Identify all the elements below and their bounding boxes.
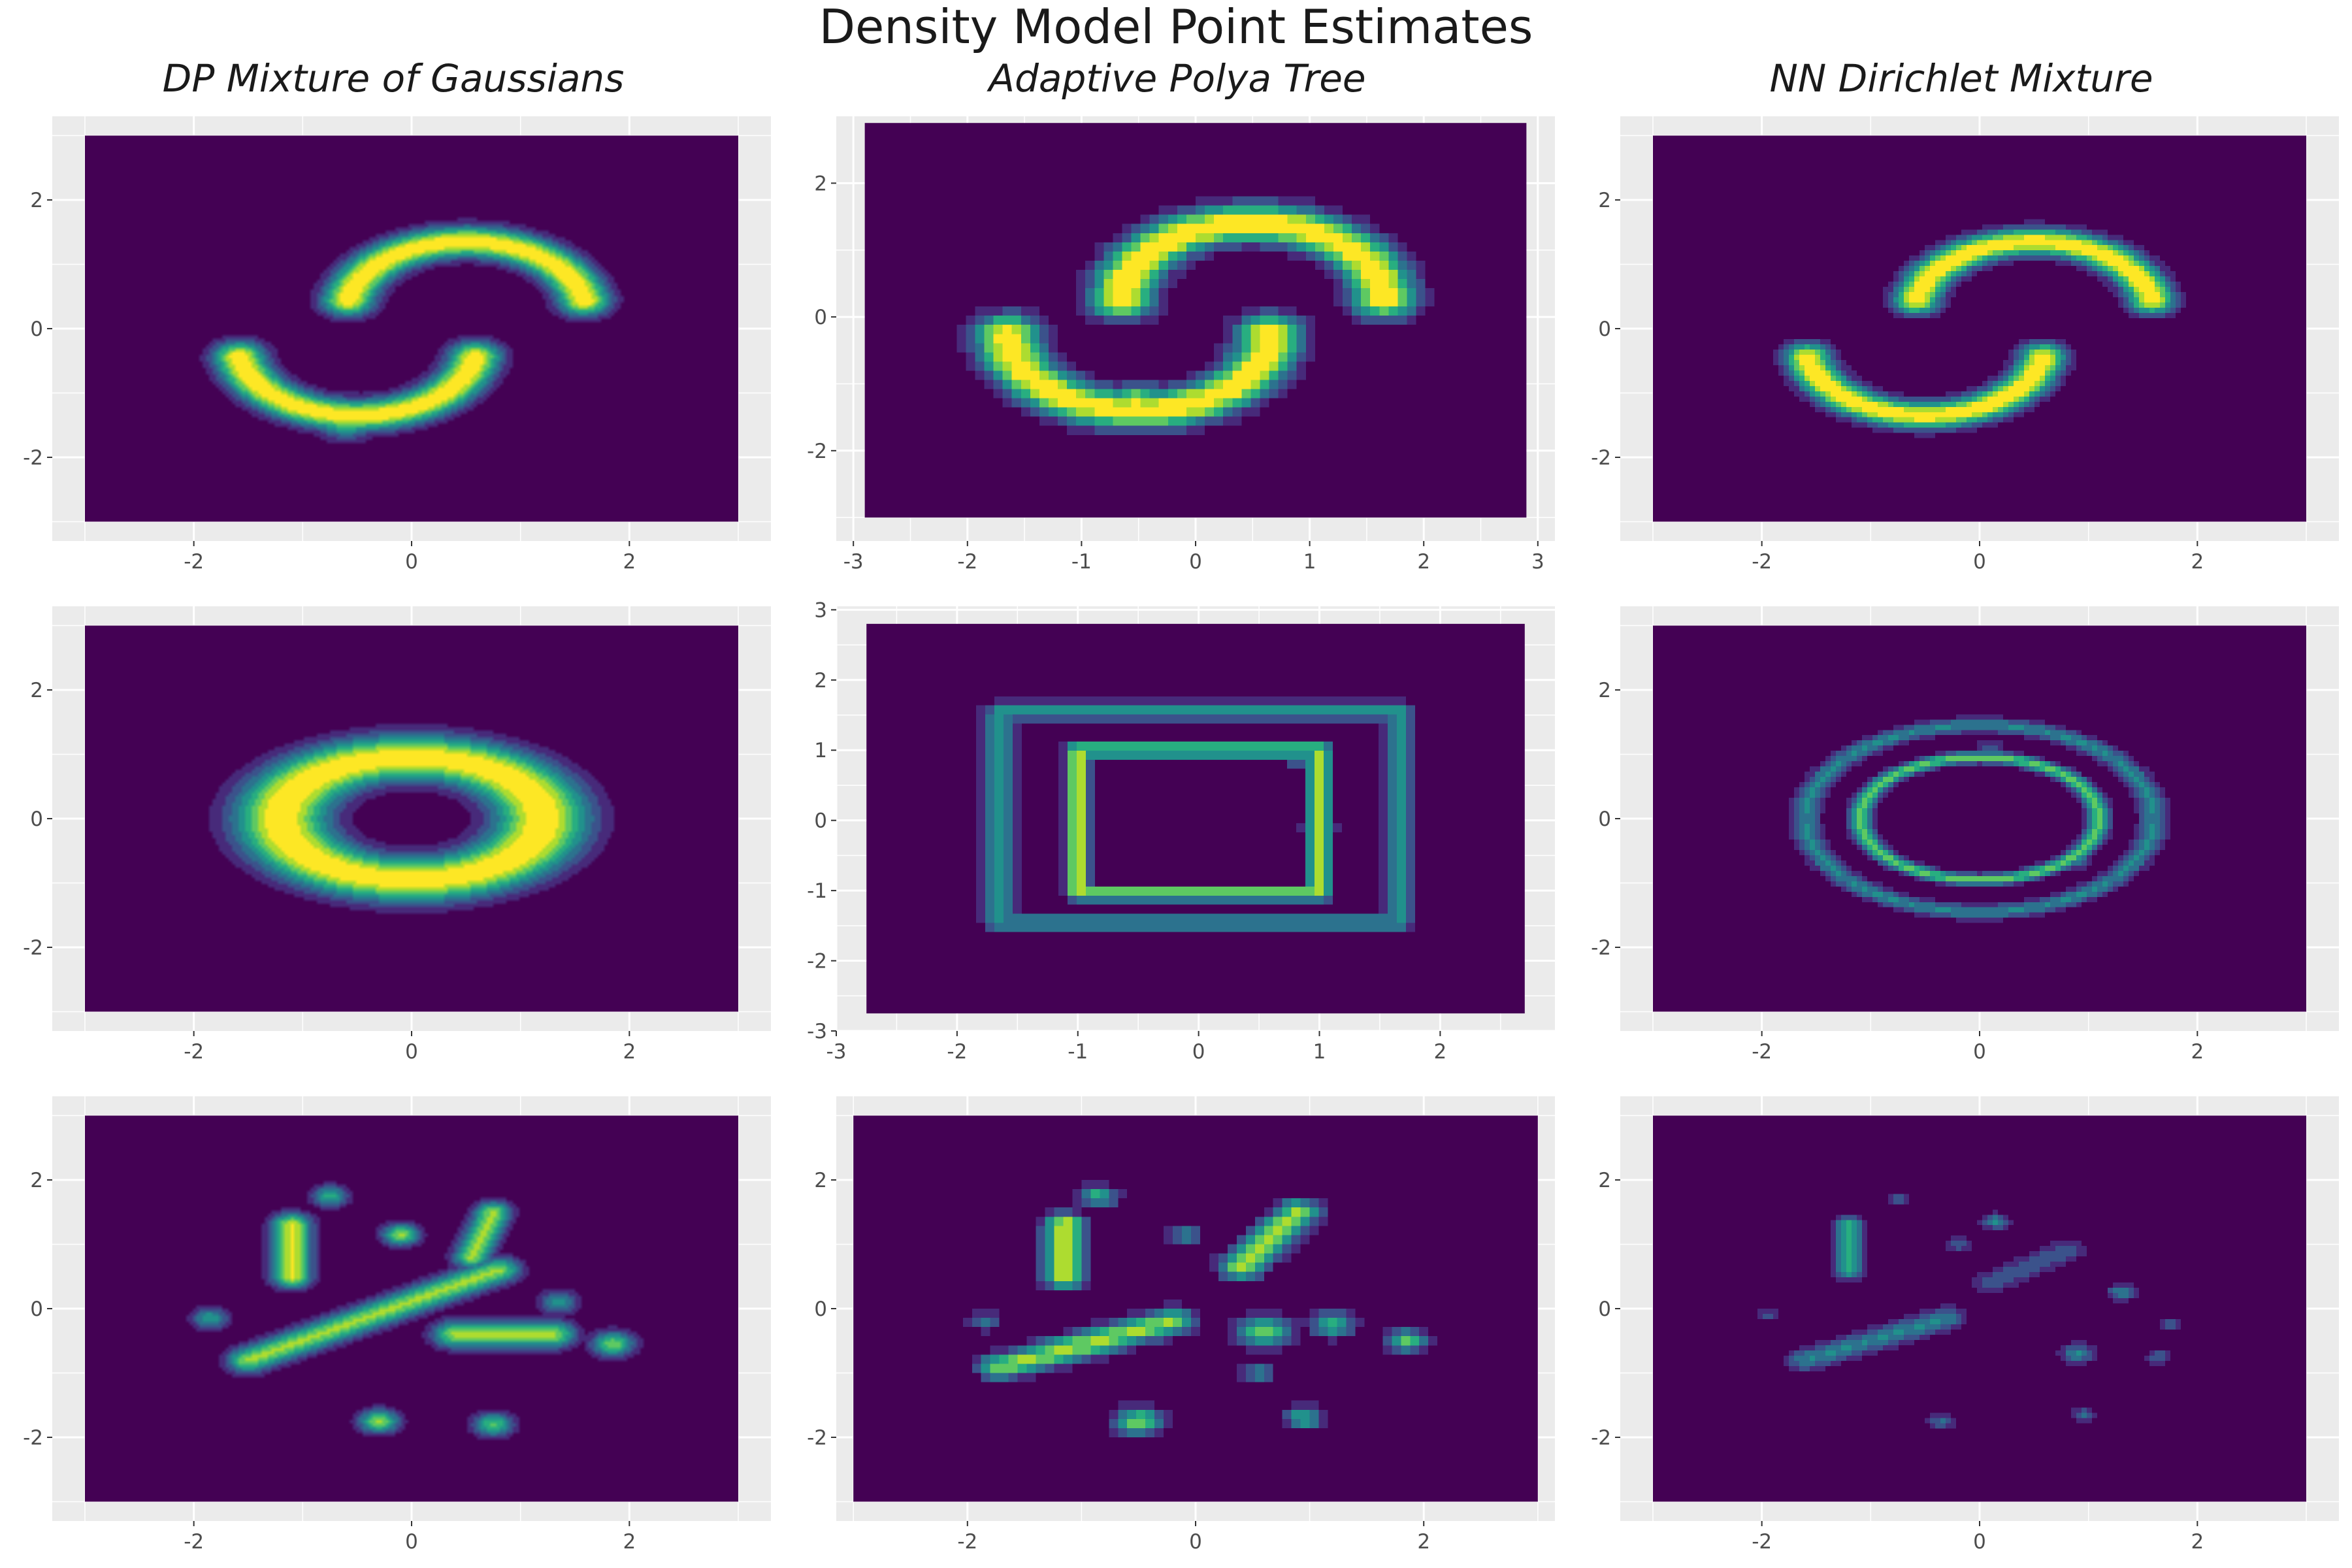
y-tick-label: 0 — [1598, 318, 1611, 341]
y-tick-label: 2 — [30, 1169, 43, 1192]
x-tick-label: -1 — [1068, 1040, 1088, 1064]
x-tick-label: -2 — [957, 1530, 977, 1554]
y-tick-label: 2 — [1598, 189, 1611, 212]
y-tick-label: 0 — [30, 1298, 43, 1321]
y-tick-label: -1 — [807, 879, 827, 903]
axis-ticks: -2 0 2 -2 0 2 — [1591, 1169, 2204, 1554]
density-fill — [853, 1115, 1538, 1502]
x-tick-label: 0 — [1192, 1040, 1205, 1064]
y-tick-label: 0 — [1598, 808, 1611, 831]
density-fill — [866, 623, 1525, 1014]
column-title-dp-mixture: DP Mixture of Gaussians — [163, 56, 625, 101]
x-tick-label: 1 — [1303, 550, 1316, 574]
y-tick-label: -2 — [807, 1426, 827, 1450]
x-tick-label: 0 — [405, 1530, 418, 1554]
axis-ticks: -2 0 2 -2 0 2 — [23, 679, 636, 1064]
density-fill — [1653, 1115, 2306, 1502]
figure-title: Density Model Point Estimates — [819, 0, 1533, 54]
x-tick-label: 2 — [1417, 550, 1430, 574]
axis-ticks: -3 -2 -1 0 1 2 3 -2 0 2 — [807, 172, 1544, 574]
x-tick-label: 0 — [1973, 550, 1986, 574]
axis-ticks: -2 0 2 -2 0 2 — [23, 189, 636, 574]
density-fill — [85, 1115, 738, 1502]
x-tick-label: 2 — [623, 1530, 636, 1554]
x-tick-label: -2 — [184, 1530, 204, 1554]
y-tick-label: 2 — [814, 669, 827, 693]
y-tick-label: 2 — [30, 189, 43, 212]
x-tick-label: 2 — [2191, 550, 2204, 574]
y-tick-label: -2 — [807, 440, 827, 463]
density-fill — [1653, 135, 2306, 522]
panel-dp-mixture-of-gaussians-two-moons: -2 0 2 -2 0 2 — [23, 116, 771, 574]
panel-nn-dirichlet-mixture-concentric-rings: -2 0 2 -2 0 2 — [1591, 606, 2339, 1064]
x-tick-label: -2 — [184, 550, 204, 574]
x-tick-label: -3 — [826, 1040, 847, 1064]
y-tick-label: 2 — [30, 679, 43, 702]
y-tick-label: 2 — [1598, 679, 1611, 702]
x-tick-label: 0 — [405, 550, 418, 574]
axis-ticks: -2 0 2 -2 0 2 — [807, 1169, 1430, 1554]
density-fill — [864, 123, 1527, 518]
x-tick-label: 0 — [1973, 1040, 1986, 1064]
y-tick-label: 1 — [814, 739, 827, 762]
y-tick-label: 0 — [814, 1298, 827, 1321]
x-tick-label: -2 — [1752, 550, 1772, 574]
y-tick-label: -2 — [1591, 446, 1611, 470]
y-tick-label: 0 — [814, 306, 827, 329]
x-tick-label: -2 — [947, 1040, 967, 1064]
y-tick-label: 0 — [1598, 1298, 1611, 1321]
y-tick-label: 0 — [814, 809, 827, 833]
y-tick-label: -2 — [23, 936, 43, 960]
x-tick-label: -2 — [184, 1040, 204, 1064]
x-tick-label: 0 — [1973, 1530, 1986, 1554]
column-title-nn-dirichlet: NN Dirichlet Mixture — [1769, 56, 2153, 101]
column-title-polya-tree: Adaptive Polya Tree — [986, 56, 1365, 101]
axis-ticks: -3 -2 -1 0 1 2 -3 -2 -1 0 1 2 3 — [807, 598, 1446, 1064]
density-fill — [85, 625, 738, 1012]
x-tick-label: 2 — [2191, 1040, 2204, 1064]
x-tick-label: 2 — [1434, 1040, 1447, 1064]
x-tick-label: -2 — [1752, 1040, 1772, 1064]
x-tick-label: 1 — [1313, 1040, 1326, 1064]
panel-grid: -2 0 2-202-3 -2 -1 0 1 2 3-202-2 0 2-202-2 0 2-202-3… — [23, 116, 2339, 1554]
axis-ticks: -2 0 2 -2 0 2 — [23, 1169, 636, 1554]
y-tick-label: 2 — [1598, 1169, 1611, 1192]
x-tick-label: 2 — [623, 1040, 636, 1064]
y-tick-label: 0 — [30, 808, 43, 831]
x-tick-label: 2 — [2191, 1530, 2204, 1554]
density-fill — [1653, 625, 2306, 1012]
y-tick-label: -2 — [23, 1426, 43, 1450]
y-tick-label: 2 — [814, 172, 827, 195]
x-tick-label: 0 — [1189, 1530, 1202, 1554]
y-tick-label: -2 — [23, 446, 43, 470]
x-tick-label: 0 — [405, 1040, 418, 1064]
panel-adaptive-polya-tree-scattered-clusters: -2 0 2 -2 0 2 — [807, 1096, 1555, 1554]
y-tick-label: 2 — [814, 1169, 827, 1192]
x-tick-label: 2 — [1417, 1530, 1430, 1554]
y-tick-label: -2 — [807, 950, 827, 973]
panel-dp-mixture-of-gaussians-scattered-clusters: -2 0 2 -2 0 2 — [23, 1096, 771, 1554]
panel-adaptive-polya-tree-two-moons: -3 -2 -1 0 1 2 3 -2 0 2 — [807, 116, 1555, 574]
panel-dp-mixture-of-gaussians-concentric-rings: -2 0 2 -2 0 2 — [23, 606, 771, 1064]
axis-ticks: -2 0 2 -2 0 2 — [1591, 189, 2204, 574]
x-tick-label: 0 — [1189, 550, 1202, 574]
panel-nn-dirichlet-mixture-scattered-clusters: -2 0 2 -2 0 2 — [1591, 1096, 2339, 1554]
x-tick-label: 3 — [1531, 550, 1544, 574]
x-tick-label: -3 — [843, 550, 864, 574]
panel-adaptive-polya-tree-concentric-rings: -3 -2 -1 0 1 2 -3 -2 -1 0 1 2 3 — [807, 598, 1555, 1064]
y-tick-label: -2 — [1591, 936, 1611, 960]
y-tick-label: -2 — [1591, 1426, 1611, 1450]
axis-ticks: -2 0 2 -2 0 2 — [1591, 679, 2204, 1064]
density-fill — [85, 135, 738, 522]
x-tick-label: -1 — [1071, 550, 1092, 574]
y-tick-label: -3 — [807, 1020, 827, 1043]
x-tick-label: -2 — [1752, 1530, 1772, 1554]
y-tick-label: 0 — [30, 318, 43, 341]
y-tick-label: 3 — [814, 598, 827, 622]
x-tick-label: 2 — [623, 550, 636, 574]
panel-nn-dirichlet-mixture-two-moons: -2 0 2 -2 0 2 — [1591, 116, 2339, 574]
x-tick-label: -2 — [957, 550, 977, 574]
